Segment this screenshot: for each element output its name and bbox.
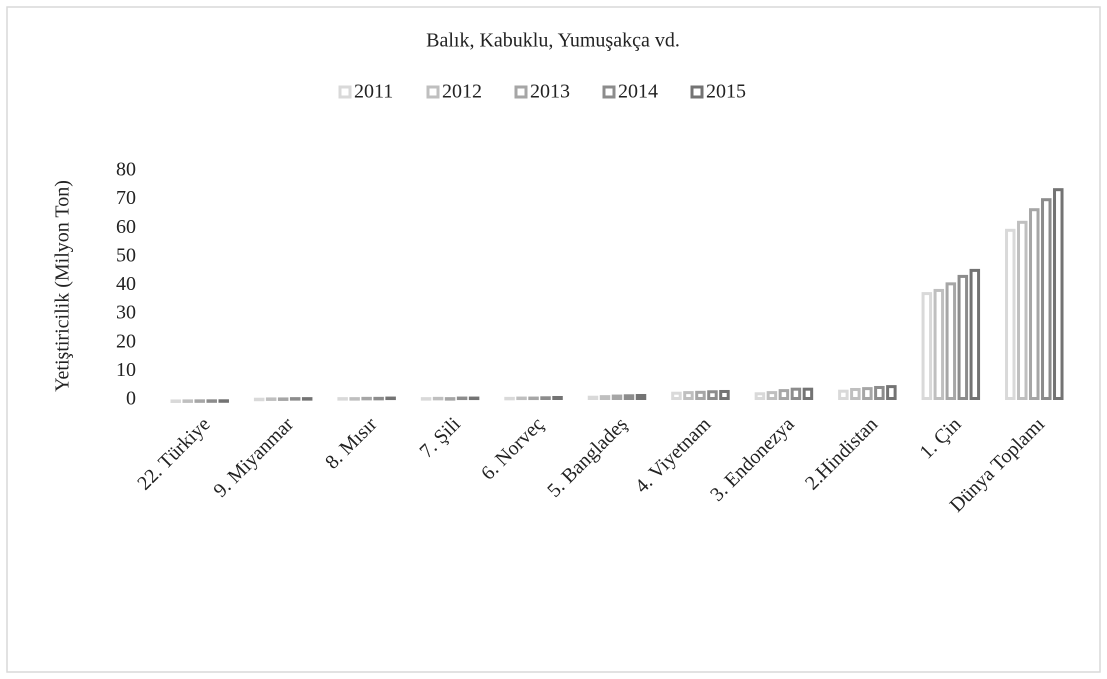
bar: [552, 395, 563, 400]
bar: [862, 387, 873, 400]
bar: [635, 393, 647, 400]
bar: [778, 389, 790, 400]
y-axis-title: Yetiştiricilik (Milyon Ton): [52, 180, 74, 392]
bar: [385, 396, 396, 401]
bar: [838, 389, 849, 401]
bar: [945, 282, 957, 401]
bar: [504, 396, 515, 401]
bar: [218, 399, 229, 403]
bar: [874, 385, 885, 401]
bar: [969, 268, 981, 400]
y-tick-label: 20: [116, 330, 136, 352]
bar: [587, 395, 599, 400]
bar: [1041, 198, 1052, 400]
bar: [301, 397, 313, 401]
bar: [933, 288, 945, 400]
bar: [349, 397, 360, 401]
y-tick-label: 80: [116, 159, 136, 181]
legend-label: 2014: [618, 81, 658, 103]
y-tick-label: 50: [116, 244, 136, 266]
bar: [599, 395, 611, 401]
bar: [516, 396, 527, 401]
bar: [170, 399, 181, 403]
bar: [420, 397, 432, 401]
y-tick-label: 40: [116, 273, 136, 295]
bar: [790, 387, 802, 401]
chart-frame: [6, 6, 1101, 673]
bar: [206, 399, 217, 403]
bar: [337, 397, 348, 401]
bar: [683, 391, 694, 401]
bar: [850, 387, 861, 401]
bar: [719, 389, 730, 401]
y-tick-label: 60: [116, 216, 136, 238]
bar: [611, 394, 623, 400]
bar: [1053, 188, 1064, 400]
bar: [468, 396, 480, 401]
legend-swatch: [602, 85, 616, 99]
bar: [1005, 228, 1016, 400]
bar: [802, 387, 814, 401]
bar: [253, 397, 265, 402]
bar: [1017, 220, 1028, 400]
y-tick-label: 0: [126, 388, 136, 410]
bar: [528, 396, 539, 401]
bar: [194, 399, 205, 403]
chart-title: Balık, Kabuklu, Yumuşakça vd.: [426, 30, 680, 52]
y-tick-label: 30: [116, 302, 136, 324]
bar: [766, 391, 778, 401]
legend-swatch: [514, 85, 528, 99]
legend-label: 2013: [530, 81, 570, 103]
bar: [671, 391, 682, 401]
bar: [265, 397, 277, 401]
bar: [182, 399, 193, 403]
legend-swatch: [690, 85, 704, 99]
bar: [456, 396, 468, 401]
bar: [277, 397, 289, 401]
legend-swatch: [338, 85, 352, 99]
bar: [540, 396, 551, 400]
bar: [707, 390, 718, 400]
bar: [957, 274, 969, 400]
y-tick-label: 10: [116, 359, 136, 381]
legend-label: 2012: [442, 81, 482, 103]
bar: [373, 396, 384, 401]
bar: [361, 396, 372, 401]
bar: [695, 390, 706, 400]
bar: [1029, 208, 1040, 400]
bar: [921, 292, 933, 400]
bar: [623, 394, 635, 400]
bar: [754, 392, 766, 400]
legend-label: 2015: [706, 81, 746, 103]
y-tick-label: 70: [116, 187, 136, 209]
legend-label: 2011: [354, 81, 393, 103]
bar: [886, 385, 897, 400]
bar: [432, 396, 444, 401]
bar: [444, 397, 456, 401]
bar: [289, 397, 301, 401]
legend-swatch: [426, 85, 440, 99]
